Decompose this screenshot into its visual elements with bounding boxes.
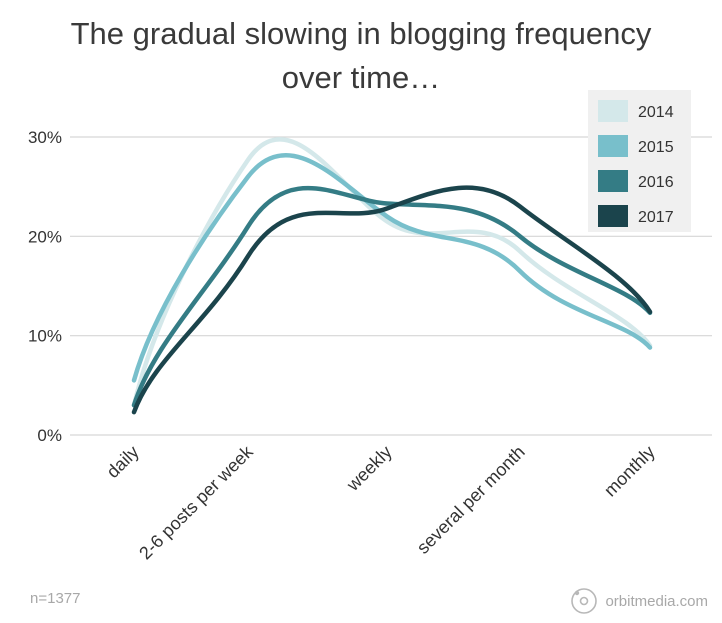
chart-title-line-1: The gradual slowing in blogging frequenc… (70, 16, 652, 51)
sample-size-note: n=1377 (30, 590, 81, 607)
legend-swatch-2017 (598, 205, 628, 227)
x-tick-label: several per month (413, 442, 529, 558)
orbit-logo-icon (571, 588, 598, 614)
x-tick-label: 2-6 posts per week (135, 441, 257, 563)
legend-label-2017: 2017 (638, 209, 674, 226)
series-line-2014 (131, 137, 653, 408)
x-tick-label: weekly (342, 442, 396, 496)
y-tick-label: 20% (28, 227, 62, 246)
y-tick-label: 30% (28, 128, 62, 147)
legend-swatch-2016 (598, 170, 628, 192)
series-line-2017 (131, 185, 653, 415)
chart-title: The gradual slowing in blogging frequenc… (0, 12, 722, 100)
y-tick-label: 0% (37, 426, 62, 445)
legend-label-2014: 2014 (638, 104, 674, 121)
legend-swatch-2015 (598, 135, 628, 157)
brand-logo: orbitmedia.com (569, 586, 708, 616)
series-lines (131, 137, 653, 415)
series-line-2015 (131, 153, 653, 383)
legend-label-2015: 2015 (638, 139, 674, 156)
brand-text: orbitmedia.com (605, 592, 708, 610)
legend-label-2016: 2016 (638, 174, 674, 191)
legend-swatch-2014 (598, 100, 628, 122)
x-tick-label: daily (103, 442, 143, 482)
series-line-2016 (131, 185, 653, 408)
legend: 2014 2015 2016 2017 (588, 90, 691, 232)
x-tick-label: monthly (600, 442, 659, 501)
chart-title-line-2: over time… (281, 60, 441, 95)
y-tick-label: 10% (28, 327, 62, 346)
y-axis-ticks: 0% 10% 20% 30% (28, 128, 62, 445)
